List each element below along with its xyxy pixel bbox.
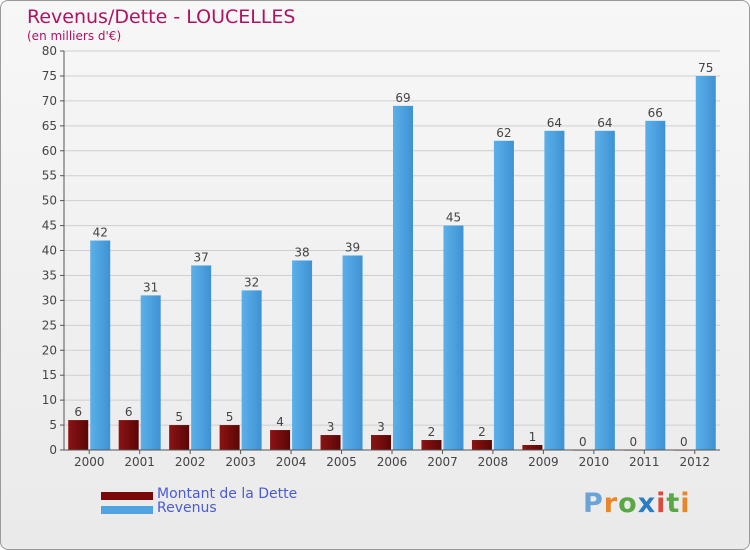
x-tick-label-2002: 2002	[175, 455, 206, 469]
bar-dette-2008	[471, 440, 492, 450]
bar-revenus-2010	[594, 130, 615, 451]
proxiti-logo[interactable]: Proxiti	[583, 488, 691, 519]
data-label-revenus-2003: 32	[244, 275, 259, 289]
data-label-revenus-2011: 66	[648, 106, 663, 120]
logo-letter: i	[680, 488, 691, 519]
data-label-dette-2011: 0	[629, 435, 637, 449]
legend-swatch-revenus	[101, 506, 153, 514]
y-tick-label-55: 55	[42, 169, 57, 183]
data-label-dette-2010: 0	[579, 435, 587, 449]
x-tick-label-2010: 2010	[579, 455, 610, 469]
y-tick-label-60: 60	[42, 144, 57, 158]
legend-label-revenus: Revenus	[157, 500, 217, 516]
y-tick-label-0: 0	[49, 443, 57, 457]
data-label-dette-2004: 4	[276, 415, 284, 429]
y-tick-label-40: 40	[42, 244, 57, 258]
data-label-dette-2007: 2	[428, 425, 436, 439]
y-tick-label-70: 70	[42, 94, 57, 108]
bar-revenus-2006	[393, 105, 413, 451]
data-label-dette-2006: 3	[377, 420, 385, 434]
data-label-dette-2009: 1	[529, 430, 537, 444]
bar-dette-2001	[118, 420, 139, 450]
x-tick-label-2004: 2004	[276, 455, 307, 469]
y-tick-label-75: 75	[42, 69, 57, 83]
data-label-revenus-2001: 31	[143, 280, 158, 294]
bar-dette-2004	[270, 430, 291, 450]
bar-revenus-2012	[695, 75, 716, 450]
x-tick-label-2000: 2000	[74, 455, 105, 469]
data-label-dette-2005: 3	[327, 420, 335, 434]
y-tick-label-25: 25	[42, 318, 57, 332]
data-label-revenus-2008: 62	[496, 126, 511, 140]
logo-letter: o	[618, 488, 638, 519]
bar-revenus-2011	[645, 120, 666, 450]
x-tick-label-2009: 2009	[528, 455, 559, 469]
bar-dette-2007	[421, 440, 442, 450]
y-tick-label-65: 65	[42, 119, 57, 133]
bar-dette-2006	[371, 435, 391, 450]
bar-revenus-2007	[443, 225, 464, 450]
x-tick-label-2007: 2007	[427, 455, 458, 469]
logo-letter: x	[637, 488, 657, 519]
gridlines	[64, 50, 720, 451]
x-tick-label-2012: 2012	[679, 455, 710, 469]
bar-revenus-2000	[90, 240, 111, 450]
data-label-dette-2001: 6	[125, 405, 133, 419]
logo-letter: t	[666, 488, 681, 519]
data-label-revenus-2010: 64	[597, 116, 612, 130]
bar-revenus-2008	[493, 140, 514, 450]
data-label-dette-2000: 6	[74, 405, 82, 419]
y-tick-label-20: 20	[42, 343, 57, 357]
y-tick-label-35: 35	[42, 268, 57, 282]
legend-swatch-dette	[101, 492, 153, 500]
bar-dette-2009	[522, 445, 543, 450]
y-tick-label-10: 10	[42, 393, 57, 407]
x-tick-label-2005: 2005	[326, 455, 357, 469]
bar-dette-2005	[320, 435, 341, 450]
bar-revenus-2002	[191, 265, 212, 450]
y-tick-label-5: 5	[49, 418, 57, 432]
bar-dette-2002	[169, 425, 190, 450]
logo-letter: P	[583, 488, 604, 519]
y-tick-label-80: 80	[42, 44, 57, 58]
chart-title: Revenus/Dette - LOUCELLES	[27, 6, 296, 28]
legend-label-dette: Montant de la Dette	[157, 486, 298, 502]
data-label-revenus-2009: 64	[547, 116, 562, 130]
data-label-revenus-2005: 39	[345, 240, 360, 254]
x-tick-label-2003: 2003	[225, 455, 256, 469]
bar-dette-2003	[219, 425, 240, 450]
bar-revenus-2004	[292, 260, 313, 450]
bars: 6 42 6 31 5 37 5 32 4 38 3 39 3 69 2 45 2 62 1 64 0 64 0 66 0 75	[68, 61, 716, 451]
data-label-revenus-2007: 45	[446, 211, 461, 225]
y-tick-label-15: 15	[42, 368, 57, 382]
data-label-dette-2002: 5	[175, 410, 183, 424]
data-label-revenus-2004: 38	[294, 245, 309, 259]
logo-letter: i	[656, 488, 667, 519]
data-label-dette-2003: 5	[226, 410, 234, 424]
data-label-revenus-2006: 69	[395, 91, 410, 105]
data-label-revenus-2000: 42	[93, 226, 108, 240]
data-label-dette-2008: 2	[478, 425, 486, 439]
chart-subtitle: (en milliers d'€)	[27, 29, 122, 43]
data-label-dette-2012: 0	[680, 435, 688, 449]
bar-dette-2000	[68, 420, 89, 450]
x-tick-label-2001: 2001	[124, 455, 155, 469]
data-label-revenus-2012: 75	[698, 61, 713, 75]
bar-revenus-2001	[140, 295, 161, 450]
bar-revenus-2009	[544, 130, 565, 451]
logo-letter: r	[603, 488, 619, 519]
data-label-revenus-2002: 37	[194, 250, 209, 264]
x-tick-label-2008: 2008	[478, 455, 509, 469]
x-tick-label-2006: 2006	[377, 455, 408, 469]
y-tick-label-50: 50	[42, 194, 57, 208]
bar-revenus-2005	[342, 255, 363, 450]
y-tick-label-45: 45	[42, 219, 57, 233]
x-tick-label-2011: 2011	[629, 455, 660, 469]
bar-revenus-2003	[241, 290, 262, 450]
y-tick-label-30: 30	[42, 293, 57, 307]
